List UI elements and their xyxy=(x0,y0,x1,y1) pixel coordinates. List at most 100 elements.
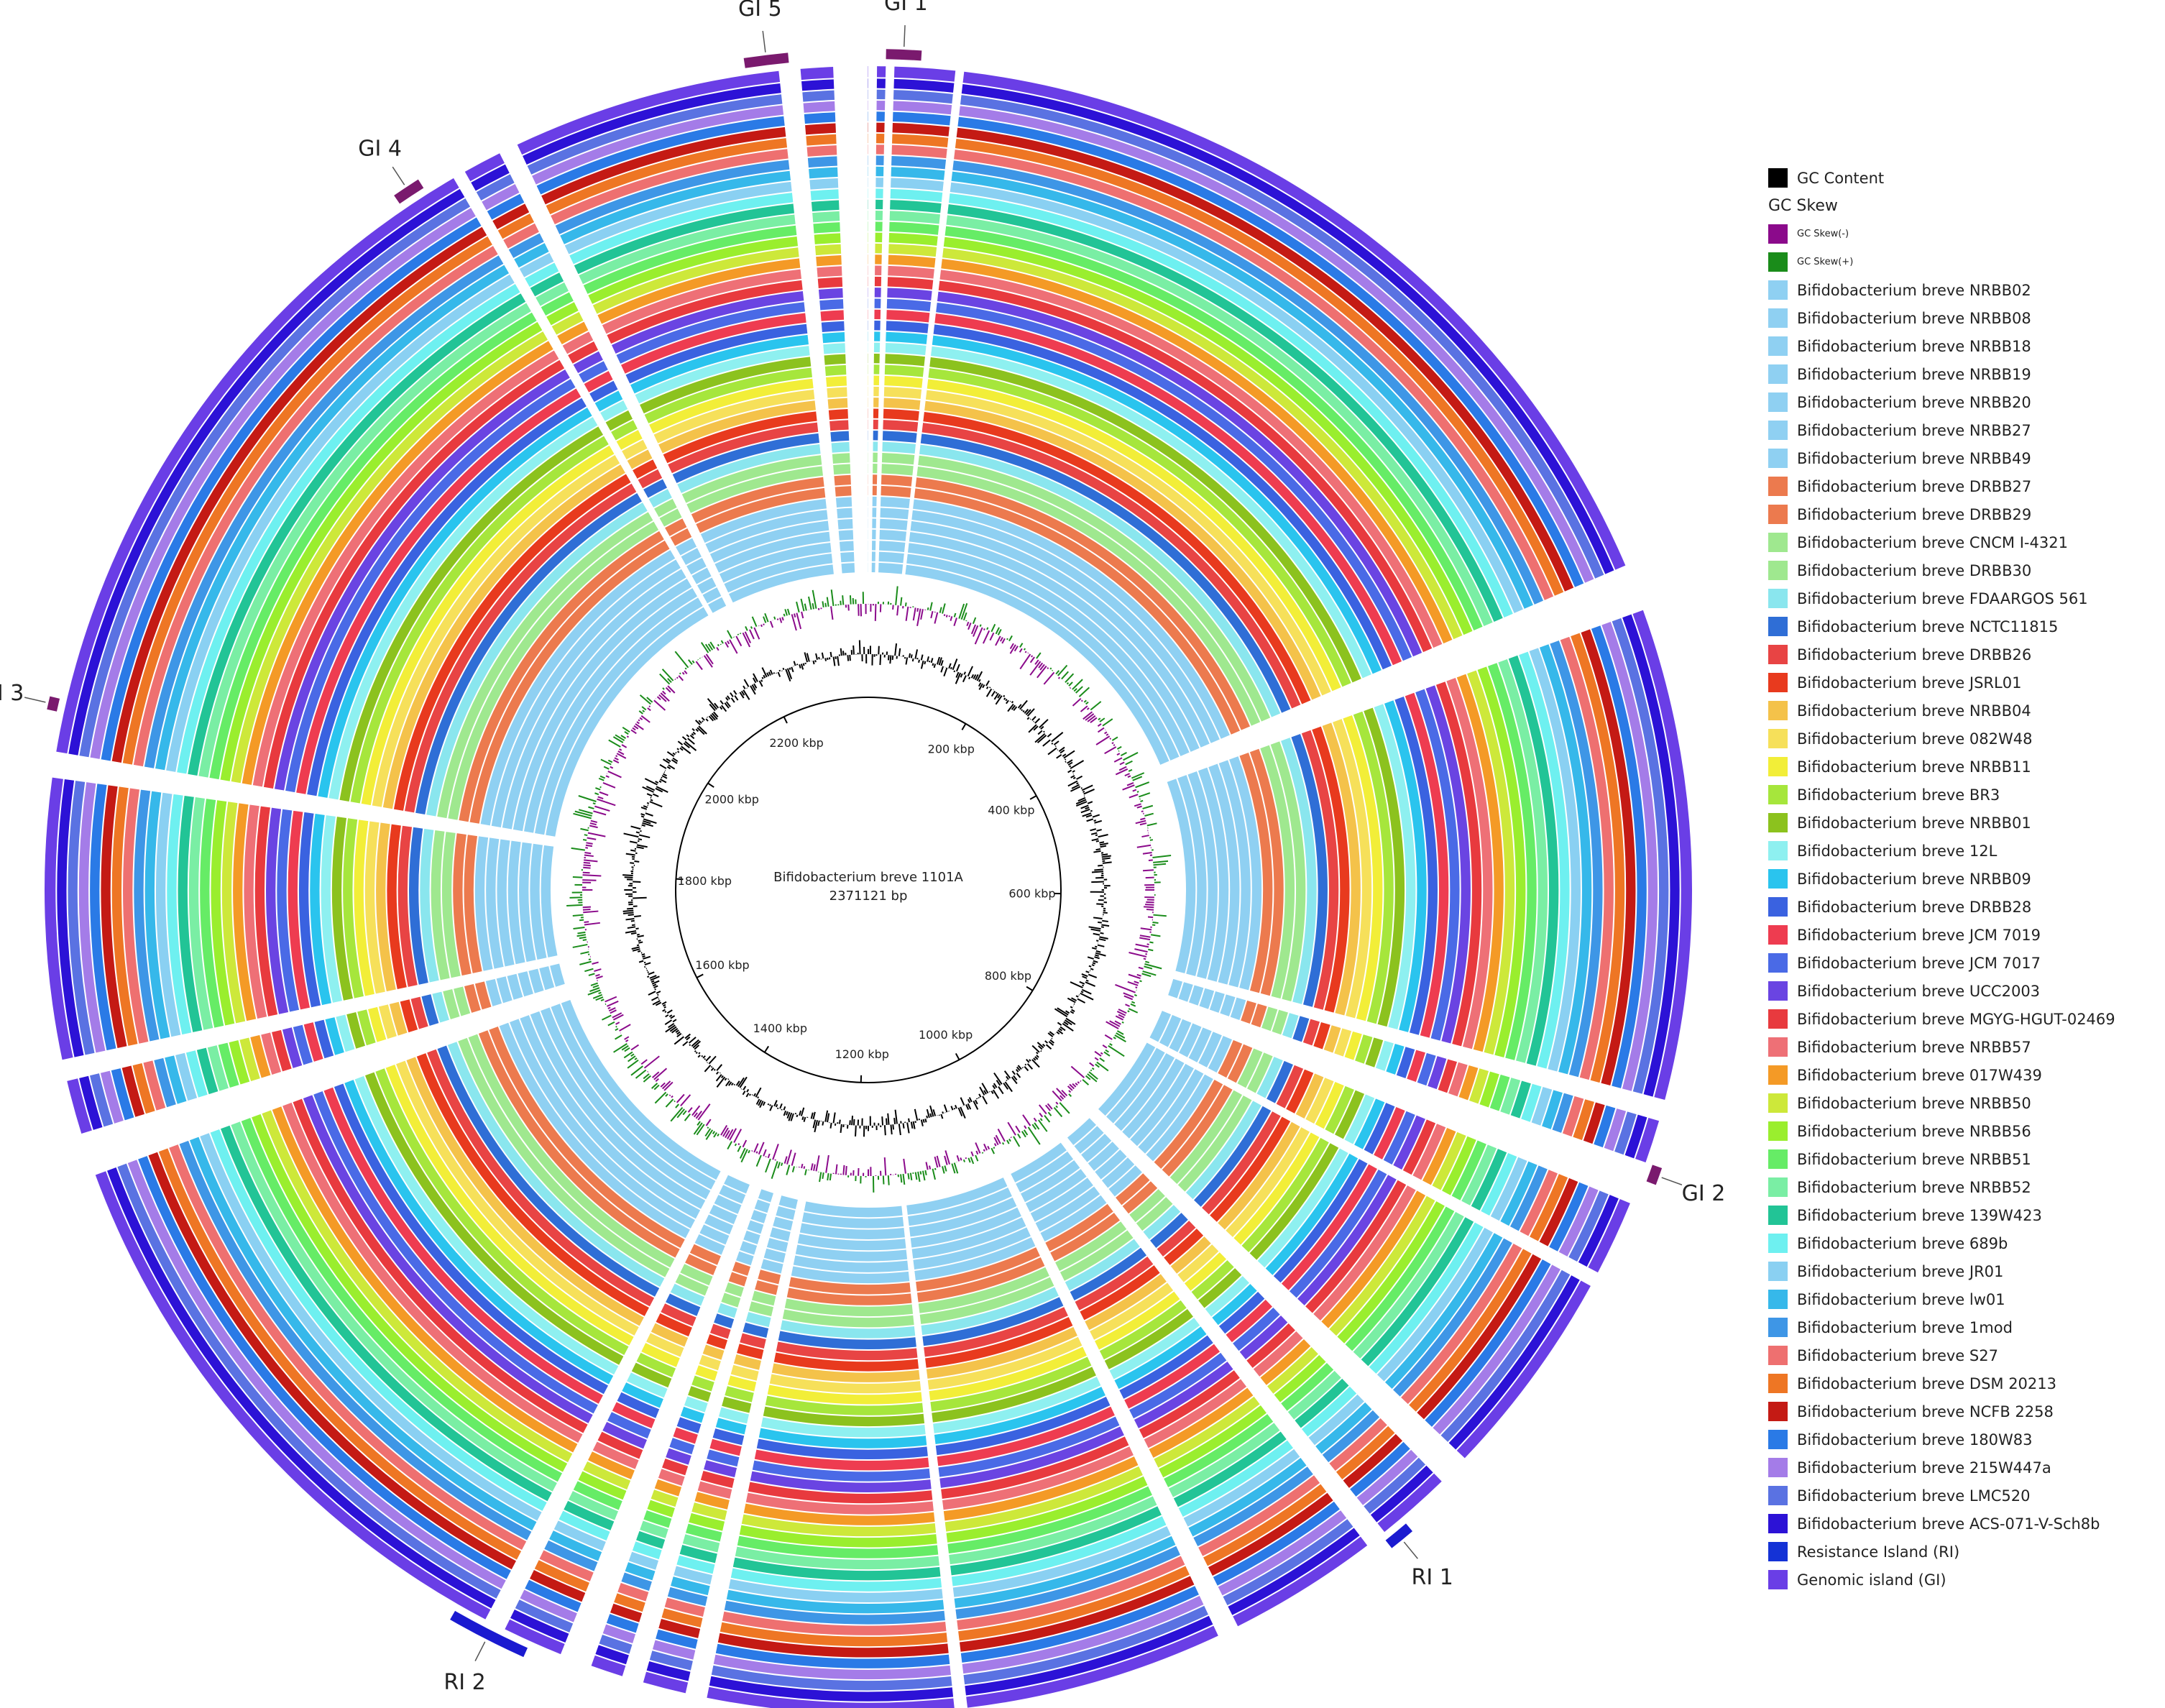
gc-content-bar xyxy=(664,1011,667,1013)
gc-skew-bar xyxy=(1123,752,1139,761)
gc-content-bar xyxy=(796,1114,799,1118)
gc-skew-bar xyxy=(704,1128,712,1137)
gc-skew-bar xyxy=(579,960,592,965)
gc-skew-bar xyxy=(1098,717,1101,721)
strain-ring-segment xyxy=(1198,767,1229,982)
gc-skew-bar xyxy=(771,1161,778,1179)
strain-ring-segment xyxy=(1361,1217,1474,1367)
gc-content-bar xyxy=(889,655,892,664)
gc-content-bar xyxy=(668,1014,673,1018)
legend-swatch xyxy=(1768,1486,1788,1505)
gc-skew-bar xyxy=(1021,1131,1026,1138)
gc-content-bar xyxy=(967,1103,972,1110)
strain-ring-segment xyxy=(1334,1028,1352,1057)
gc-skew-bar xyxy=(829,1173,832,1181)
gc-skew-bar xyxy=(707,643,714,651)
strain-ring-segment xyxy=(758,1428,927,1448)
strain-ring-segment xyxy=(544,1540,598,1571)
gc-content-bar xyxy=(1070,981,1083,988)
gc-skew-bar xyxy=(1116,1011,1126,1016)
gc-content-bar xyxy=(686,734,690,738)
strain-ring-segment xyxy=(1500,1078,1521,1115)
gc-content-bar xyxy=(707,698,717,710)
gc-content-bar xyxy=(647,971,649,973)
gc-skew-bar xyxy=(1053,1106,1063,1118)
strain-ring-segment xyxy=(709,1438,742,1456)
gc-content-bar xyxy=(697,727,705,735)
strain-ring-segment xyxy=(597,1431,643,1459)
gc-content-bar xyxy=(666,766,671,770)
strain-ring-segment xyxy=(1461,1144,1497,1206)
strain-ring-segment xyxy=(1274,1354,1326,1402)
gc-content-bar xyxy=(1026,1063,1034,1070)
gc-skew-bar xyxy=(1096,1061,1109,1072)
strain-ring-segment xyxy=(1624,1114,1647,1159)
strain-ring-segment xyxy=(765,1395,924,1415)
strain-ring-segment xyxy=(886,321,929,334)
gc-skew-bar xyxy=(739,633,742,635)
strain-ring-segment xyxy=(699,1224,730,1245)
strain-ring-segment xyxy=(376,822,396,992)
strain-ring-segment xyxy=(786,1287,912,1305)
gc-skew-bar xyxy=(1080,705,1088,712)
strain-ring-segment xyxy=(689,1512,725,1531)
gc-content-bar xyxy=(663,773,668,777)
gc-skew-bar xyxy=(1115,768,1129,776)
strain-ring-segment xyxy=(721,1293,741,1308)
strain-ring-segment xyxy=(1322,1410,1380,1463)
gc-content-bar xyxy=(1082,975,1088,979)
gc-content-bar xyxy=(996,1080,1001,1086)
strain-ring-segment xyxy=(801,1212,904,1229)
strain-ring-segment xyxy=(891,144,947,159)
strain-ring-segment xyxy=(1295,1378,1349,1428)
gc-content-bar xyxy=(730,1083,734,1086)
strain-ring-segment xyxy=(233,803,257,1021)
gc-skew-bar xyxy=(716,646,720,651)
strain-ring-segment xyxy=(656,1629,698,1649)
strain-ring-segment xyxy=(806,134,837,146)
gc-skew-bar xyxy=(758,1142,765,1155)
strain-ring-segment xyxy=(1149,1011,1172,1042)
gc-skew-bar xyxy=(667,678,672,683)
gc-skew-bar xyxy=(1072,679,1083,690)
strain-ring-segment xyxy=(891,167,945,180)
strain-ring-segment xyxy=(1270,741,1306,1001)
gc-content-bar xyxy=(694,1050,697,1052)
gc-content-bar xyxy=(902,1123,905,1129)
gc-content-bar xyxy=(743,1085,747,1091)
strain-ring-segment xyxy=(938,1416,1120,1477)
gc-skew-bar xyxy=(610,766,614,769)
gc-skew-bar xyxy=(1140,927,1152,931)
gc-skew-bar xyxy=(662,687,665,690)
island-leader-line xyxy=(904,25,906,47)
gc-content-bar xyxy=(661,775,668,779)
gc-content-bar xyxy=(1056,754,1062,759)
strain-ring-segment xyxy=(1249,1143,1339,1260)
gc-skew-bar xyxy=(1019,648,1023,653)
strain-ring-segment xyxy=(471,164,510,191)
gc-skew-bar xyxy=(810,1163,814,1171)
gc-content-bar xyxy=(1016,1073,1021,1078)
strain-ring-segment xyxy=(611,291,804,354)
gc-skew-bar xyxy=(704,643,712,652)
strain-ring-segment xyxy=(1210,1116,1291,1222)
strain-ring-segment xyxy=(726,1589,944,1614)
strain-ring-segment xyxy=(1365,1037,1384,1068)
strain-ring-segment xyxy=(541,292,574,316)
strain-ring-segment xyxy=(1167,779,1196,974)
gc-skew-bar xyxy=(951,1163,956,1174)
gc-content-bar xyxy=(978,1093,982,1098)
gc-content-bar xyxy=(993,1073,1003,1085)
strain-ring-segment xyxy=(714,1313,735,1328)
strain-ring-segment xyxy=(1114,1326,1207,1390)
legend-label: GC Skew(-) xyxy=(1797,229,1849,239)
gc-content-bar xyxy=(713,1068,716,1071)
strain-ring-segment xyxy=(1253,1331,1303,1377)
gc-content-bar xyxy=(950,666,952,670)
strain-ring-segment xyxy=(1401,1243,1522,1405)
gc-skew-bar xyxy=(615,1034,622,1040)
kbp-tick-label: 2000 kbp xyxy=(705,793,759,807)
gc-skew-bar xyxy=(1146,943,1149,945)
strain-ring-segment xyxy=(820,310,845,321)
gc-skew-bar xyxy=(902,1173,906,1185)
